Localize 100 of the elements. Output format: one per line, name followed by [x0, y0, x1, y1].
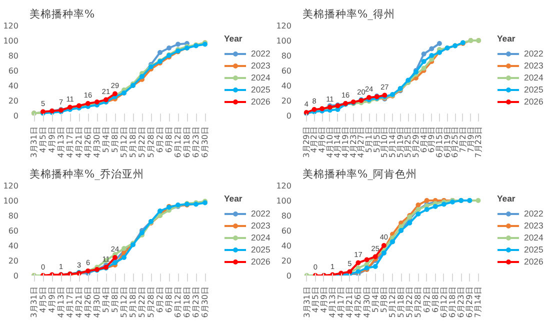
legend-label: 2024 [251, 232, 271, 242]
x-tick-label: 4月30日 [362, 286, 372, 318]
y-tick-label: 0 [286, 272, 292, 280]
x-tick-label: 6月15日 [434, 126, 444, 158]
chart-title: 美棉播种率%_得州 [302, 8, 395, 20]
y-tick-label: 80 [281, 212, 292, 220]
legend-label: 2026 [524, 256, 544, 266]
y-tick-label: 0 [286, 112, 292, 120]
x-tick-label: 4月5日 [38, 126, 48, 153]
y-tick-label: 0 [13, 112, 19, 120]
x-tick-label: 4月17日 [66, 126, 74, 158]
x-tick-label: 4月26日 [354, 286, 363, 318]
x-tick-label: 6月8日 [164, 126, 174, 153]
y-tick-label: 20 [8, 96, 19, 106]
x-tick-label: 4月21日 [345, 286, 354, 318]
x-tick-label: 6月30日 [200, 126, 210, 158]
x-tick-label: 6月29日 [465, 286, 474, 318]
legend-label: 2025 [524, 244, 544, 254]
y-tick-label: 20 [281, 96, 292, 106]
x-tick-label: 6月30日 [200, 286, 210, 318]
legend-label: 2024 [251, 72, 271, 82]
y-tick-label: 120 [276, 182, 292, 190]
legend-label: 2023 [251, 220, 271, 230]
x-tick-label: 5月18日 [396, 286, 406, 318]
x-tick-label: 5月12日 [120, 286, 128, 318]
x-tick-label: 4月13日 [56, 286, 66, 318]
x-tick-label: 6月18日 [182, 126, 192, 158]
x-tick-label: 5月1日 [364, 126, 374, 153]
x-tick-label: 4月9日 [48, 126, 56, 153]
x-tick-label: 6月2日 [156, 286, 164, 313]
y-tick-label: 120 [3, 182, 19, 190]
x-tick-label: 5月19日 [396, 126, 405, 158]
legend-label: 2023 [251, 60, 271, 70]
x-tick-label: 7月14日 [474, 286, 483, 318]
legend-label: 2025 [251, 244, 271, 254]
x-tick-label: 4月5日 [310, 286, 320, 313]
x-tick-label: 6月8日 [430, 286, 440, 313]
x-tick-label: 5月28日 [146, 126, 156, 158]
x-tick-label: 4月21日 [74, 286, 84, 318]
y-tick-label: 20 [8, 256, 19, 266]
x-tick-label: 4月13日 [328, 286, 337, 318]
x-tick-label: 3月31日 [302, 286, 312, 318]
y-tick-label: 120 [3, 22, 19, 30]
x-tick-label: 6月12日 [174, 286, 182, 318]
legend-label: 2022 [251, 48, 271, 58]
x-tick-label: 4月9日 [48, 286, 56, 313]
x-tick-label: 5月28日 [146, 286, 156, 318]
y-tick-label: 60 [8, 226, 19, 236]
x-tick-label: 6月12日 [439, 286, 448, 318]
legend-label: 2024 [524, 232, 544, 242]
x-tick-label: 3月31日 [30, 126, 38, 158]
y-tick-label: 80 [281, 52, 292, 60]
legend-label: 2023 [524, 60, 544, 70]
x-tick-label: 6月2日 [422, 286, 432, 313]
x-tick-label: 4月14日 [333, 126, 342, 158]
legend-label: 2026 [251, 96, 271, 106]
x-tick-label: 5月8日 [379, 286, 388, 313]
x-tick-label: 4月23日 [348, 126, 358, 158]
legend-title: Year [497, 34, 516, 44]
x-tick-label: 4月21日 [74, 126, 84, 158]
x-tick-label: 5月4日 [102, 286, 110, 313]
x-tick-label: 5月8日 [110, 286, 120, 313]
y-tick-label: 80 [8, 52, 19, 60]
legend-label: 2022 [524, 48, 544, 58]
y-tick-label: 0 [13, 272, 19, 280]
x-tick-label: 5月4日 [370, 286, 380, 313]
y-tick-label: 40 [8, 242, 19, 250]
y-tick-label: 60 [8, 66, 19, 76]
y-tick-label: 100 [3, 196, 19, 206]
x-tick-label: 4月30日 [92, 286, 102, 318]
x-tick-label: 4月13日 [56, 126, 66, 158]
x-tick-label: 4月6日 [318, 126, 327, 153]
x-tick-label: 6月4日 [419, 126, 428, 153]
x-tick-label: 5月25日 [404, 126, 413, 158]
x-tick-label: 5月18日 [128, 286, 138, 318]
x-tick-label: 5月22日 [138, 126, 146, 158]
x-tick-label: 4月17日 [336, 286, 346, 318]
x-tick-label: 4月26日 [84, 126, 92, 158]
chart-title: 美棉播种率% [30, 8, 95, 20]
x-tick-label: 7月9日 [466, 126, 476, 153]
legend-title: Year [224, 34, 244, 44]
x-tick-label: 5月12日 [388, 286, 397, 318]
x-tick-label: 4月10日 [325, 126, 334, 158]
x-tick-label: 4月27日 [356, 126, 366, 158]
y-tick-label: 100 [276, 36, 292, 46]
x-tick-label: 3月29日 [302, 126, 311, 158]
x-tick-label: 6月23日 [192, 286, 200, 318]
y-tick-label: 60 [281, 226, 292, 236]
legend-label: 2022 [251, 208, 271, 218]
x-tick-label: 6月9日 [427, 126, 436, 153]
x-tick-label: 4月5日 [38, 286, 48, 313]
x-tick-label: 4月30日 [92, 126, 102, 158]
legend-title: Year [497, 194, 516, 204]
x-tick-label: 5月12日 [120, 126, 128, 158]
x-tick-label: 6月2日 [156, 126, 164, 153]
x-tick-label: 6月25日 [450, 126, 460, 158]
x-tick-label: 4月19日 [341, 126, 350, 158]
x-tick-label: 3月31日 [30, 286, 38, 318]
legend-label: 2026 [251, 256, 271, 266]
x-tick-label: 5月28日 [414, 286, 423, 318]
